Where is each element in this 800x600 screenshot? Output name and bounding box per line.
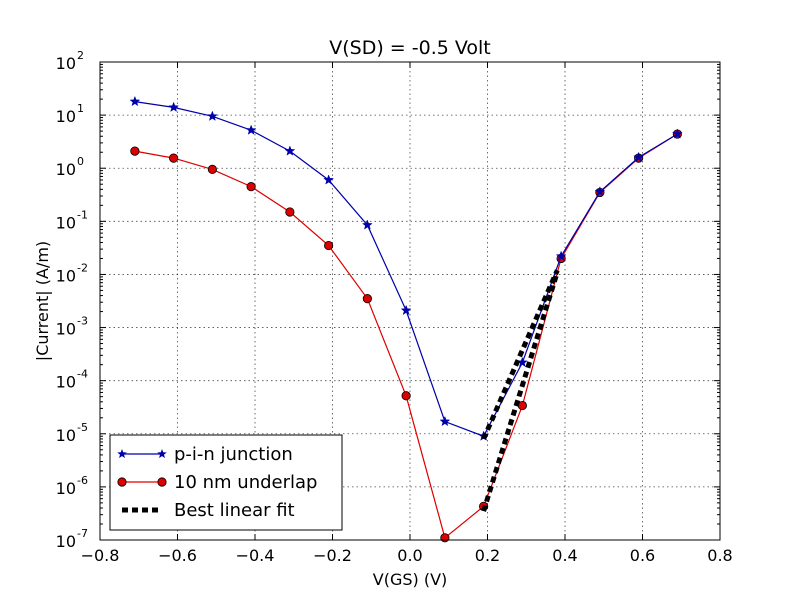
y-tick-label: 10 -1 bbox=[56, 208, 88, 232]
y-tick-exponent: -2 bbox=[77, 261, 88, 274]
data-point bbox=[246, 182, 256, 192]
legend-label: 10 nm underlap bbox=[174, 472, 317, 493]
y-tick-exponent: -1 bbox=[77, 208, 88, 221]
y-tick-base: 10 bbox=[56, 266, 76, 285]
legend-item: Best linear fit bbox=[122, 500, 295, 521]
y-tick-label: 10 0 bbox=[56, 155, 84, 179]
data-point bbox=[285, 207, 295, 217]
x-tick-label: 0.2 bbox=[475, 546, 500, 565]
data-point bbox=[555, 250, 567, 261]
y-tick-base: 10 bbox=[56, 320, 76, 339]
y-tick-label: 10 -3 bbox=[56, 315, 88, 339]
legend-marker bbox=[117, 449, 127, 459]
x-tick-label: −0.4 bbox=[236, 546, 275, 565]
fit-line bbox=[481, 271, 560, 512]
y-tick-base: 10 bbox=[56, 160, 76, 179]
y-tick-exponent: -6 bbox=[77, 474, 88, 487]
data-point bbox=[362, 294, 372, 304]
data-point bbox=[169, 153, 179, 163]
data-point bbox=[129, 95, 141, 107]
legend-marker bbox=[157, 477, 167, 487]
legend-label: Best linear fit bbox=[174, 500, 295, 521]
data-point bbox=[671, 128, 683, 139]
y-tick-exponent: -3 bbox=[77, 315, 88, 328]
y-tick-exponent: -5 bbox=[77, 421, 88, 434]
data-point bbox=[594, 186, 606, 197]
fit-line bbox=[481, 269, 560, 440]
y-tick-base: 10 bbox=[56, 107, 76, 126]
x-tick-label: 0.0 bbox=[397, 546, 422, 565]
y-tick-label: 10 1 bbox=[56, 102, 84, 126]
data-point bbox=[245, 124, 257, 135]
legend-marker bbox=[157, 449, 167, 459]
data-point bbox=[361, 219, 373, 230]
y-tick-label: 10 -7 bbox=[56, 527, 88, 551]
data-point bbox=[323, 174, 335, 185]
data-point bbox=[130, 146, 140, 156]
series-p-i-n-junction bbox=[129, 95, 683, 441]
data-point bbox=[284, 145, 296, 156]
y-tick-exponent: 0 bbox=[77, 155, 84, 168]
y-tick-label: 10 -4 bbox=[56, 368, 88, 392]
grid bbox=[100, 62, 720, 540]
x-tick-label: −0.8 bbox=[81, 546, 120, 565]
legend: p-i-n junction 10 nm underlap Best linear … bbox=[109, 434, 343, 531]
data-point bbox=[207, 164, 217, 175]
x-tick-label: 0.8 bbox=[707, 546, 732, 565]
data-point bbox=[400, 304, 412, 316]
y-tick-base: 10 bbox=[56, 373, 76, 392]
x-tick-label: 0.4 bbox=[552, 546, 577, 565]
data-point bbox=[633, 151, 645, 163]
y-tick-exponent: -7 bbox=[77, 527, 88, 540]
ticks bbox=[99, 61, 721, 541]
y-tick-base: 10 bbox=[56, 54, 76, 73]
y-tick-label: 10 -6 bbox=[56, 474, 88, 498]
data-point bbox=[206, 110, 218, 121]
y-tick-label: 10 -2 bbox=[56, 261, 88, 285]
y-tick-base: 10 bbox=[56, 532, 76, 551]
series-layer bbox=[129, 95, 683, 543]
x-tick-label: 0.6 bbox=[630, 546, 655, 565]
y-tick-base: 10 bbox=[56, 479, 76, 498]
data-point bbox=[440, 533, 450, 543]
x-tick-labels: −0.8 −0.6 −0.4 −0.2 0.0 0.2 0.4 0.6 0.8 bbox=[81, 546, 733, 565]
y-tick-base: 10 bbox=[56, 213, 76, 232]
legend-item: 10 nm underlap bbox=[117, 472, 317, 493]
y-axis-label: |Current| (A/m) bbox=[33, 241, 52, 361]
y-tick-label: 10 -5 bbox=[56, 421, 88, 445]
y-tick-exponent: -4 bbox=[77, 368, 88, 381]
x-tick-label: −0.2 bbox=[313, 546, 352, 565]
data-point bbox=[401, 391, 411, 401]
x-tick-label: −0.6 bbox=[158, 546, 197, 565]
legend-item: p-i-n junction bbox=[117, 444, 293, 465]
data-point bbox=[168, 101, 180, 112]
legend-marker bbox=[117, 477, 127, 487]
y-tick-base: 10 bbox=[56, 426, 76, 445]
y-tick-label: 10 2 bbox=[56, 49, 84, 73]
data-point bbox=[439, 415, 451, 427]
legend-label: p-i-n junction bbox=[174, 444, 293, 465]
data-point bbox=[324, 240, 334, 251]
x-axis-label: V(GS) (V) bbox=[373, 570, 448, 589]
y-tick-exponent: 1 bbox=[77, 102, 84, 115]
chart-title: V(SD) = -0.5 Volt bbox=[329, 37, 491, 59]
series-best-linear-fit bbox=[481, 269, 560, 512]
y-tick-exponent: 2 bbox=[77, 49, 84, 62]
